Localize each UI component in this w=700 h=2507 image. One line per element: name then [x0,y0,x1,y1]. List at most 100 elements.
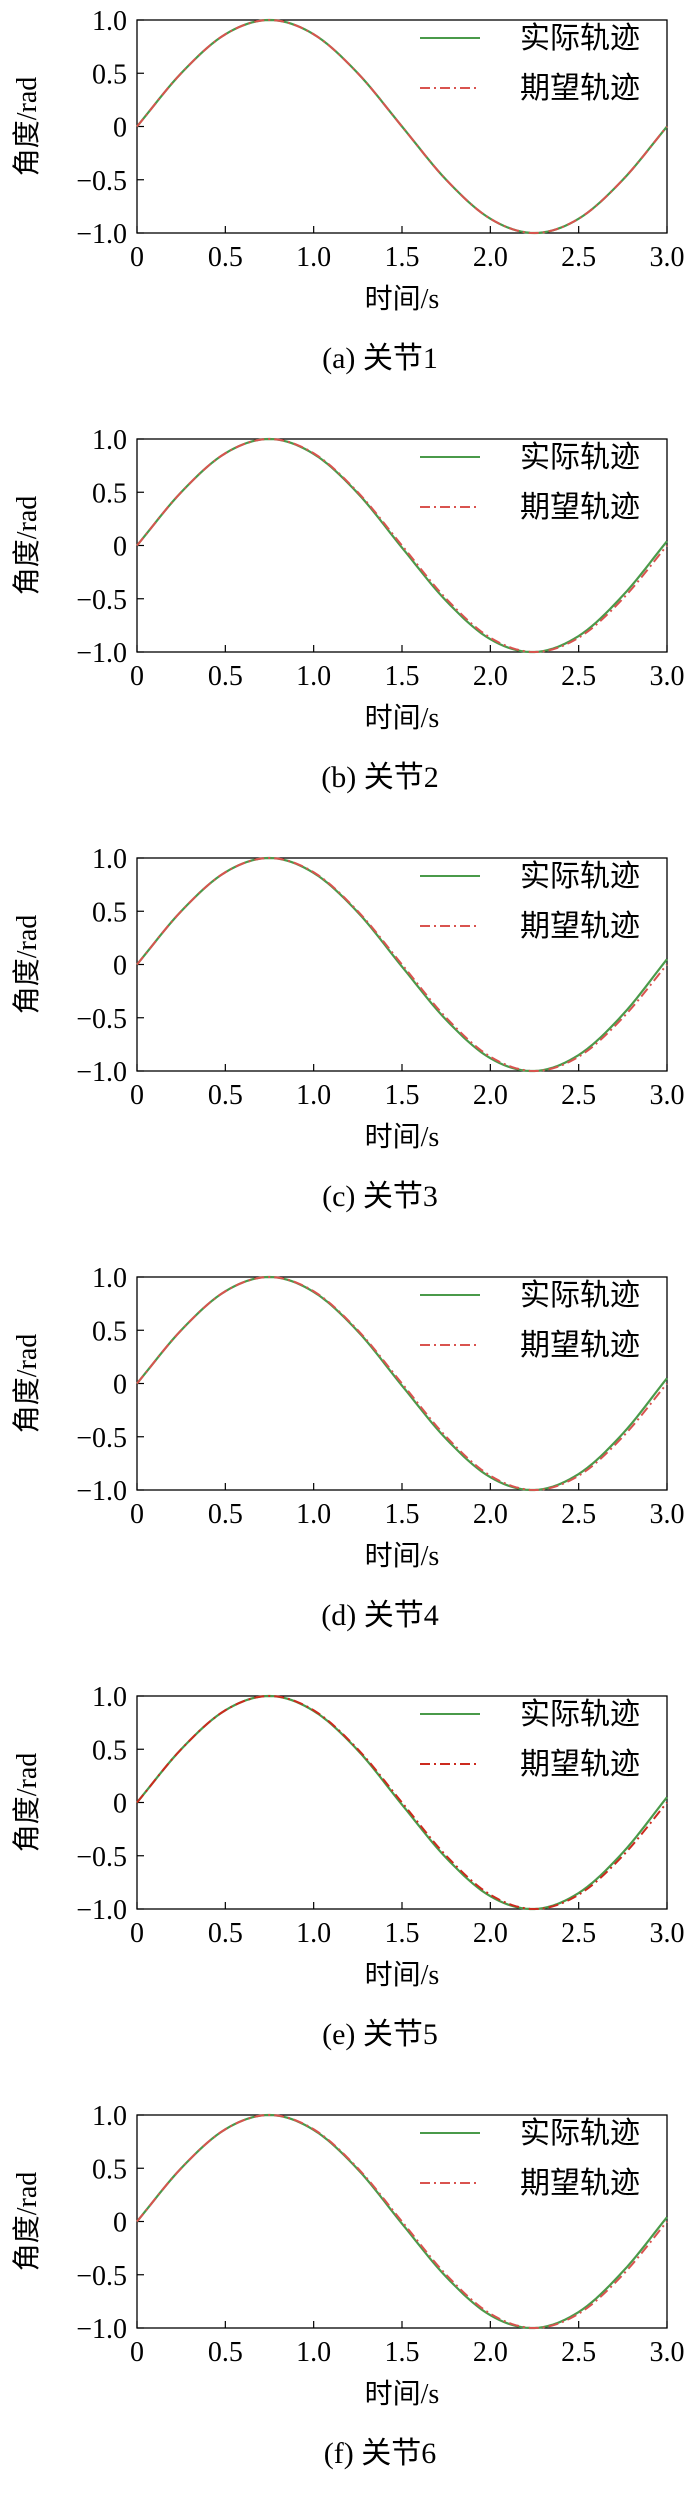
legend-label: 实际轨迹 [520,860,640,893]
x-tick-label: 1.5 [385,1499,420,1530]
y-tick-label: 1.0 [92,1263,127,1294]
y-tick-label: 1.0 [92,844,127,875]
chart-panel-3: 0 0.5 1.0 1.5 2.0 2.5 3.0 1.0 0.5 0 −0.5 −1.0 时间/s 角度… [11,844,685,1213]
x-axis-label: 时间/s [365,1540,440,1572]
legend-label: 实际轨迹 [520,441,640,474]
y-tick-label: −1.0 [76,2314,127,2345]
series-line-desired [136,2113,668,2330]
y-axis-label: 角度/rad [11,1334,43,1434]
x-tick-label: 0 [130,1080,144,1111]
y-tick-label: 0 [113,951,127,982]
y-tick-label: −0.5 [76,1004,127,1035]
x-tick-label: 0 [130,661,144,692]
y-axis-label: 角度/rad [11,915,43,1015]
x-tick-label: 2.5 [561,661,596,692]
legend-label: 期望轨迹 [520,72,640,105]
x-axis-label: 时间/s [365,1959,440,1991]
panel-caption: (d) 关节4 [321,1599,438,1632]
x-tick-label: 1.0 [296,2337,331,2368]
chart-panel-4: 0 0.5 1.0 1.5 2.0 2.5 3.0 1.0 0.5 0 −0.5 −1.0 时间/s 角度… [11,1263,685,1632]
series-line-desired [136,1694,668,1911]
x-tick-label: 0 [130,1499,144,1530]
legend-label: 实际轨迹 [520,22,640,55]
y-tick-label: 0.5 [92,1735,127,1766]
x-tick-label: 0 [130,2337,144,2368]
x-tick-label: 2.5 [561,1499,596,1530]
legend-label: 期望轨迹 [520,491,640,524]
y-tick-label: 0 [113,1370,127,1401]
x-axis-label: 时间/s [365,702,440,734]
series-line-desired [136,1275,668,1492]
x-tick-label: 3.0 [650,242,685,273]
x-tick-label: 0.5 [208,2337,243,2368]
x-axis-label: 时间/s [365,283,440,315]
x-tick-label: 1.5 [385,2337,420,2368]
chart-panel-1: 0 0.5 1.0 1.5 2.0 2.5 3.0 1.0 0.5 0 −0.5 −1.0 时间/s 角度… [11,6,685,375]
x-tick-label: 1.0 [296,242,331,273]
x-tick-label: 3.0 [650,1918,685,1949]
y-tick-label: 0 [113,2208,127,2239]
panel-caption: (f) 关节6 [324,2437,436,2470]
legend-label: 期望轨迹 [520,2167,640,2200]
x-tick-label: 1.5 [385,242,420,273]
x-tick-label: 1.5 [385,1080,420,1111]
panel-caption: (e) 关节5 [322,2018,438,2051]
y-tick-label: −1.0 [76,219,127,250]
x-tick-label: 3.0 [650,2337,685,2368]
y-axis-label: 角度/rad [11,1753,43,1853]
y-tick-label: −0.5 [76,585,127,616]
series-line-desired [136,856,668,1073]
x-tick-label: 3.0 [650,1499,685,1530]
x-tick-label: 2.0 [473,1918,508,1949]
y-tick-label: 0 [113,113,127,144]
y-tick-label: 1.0 [92,1682,127,1713]
x-tick-label: 0.5 [208,661,243,692]
y-tick-label: −1.0 [76,1057,127,1088]
panel-caption: (c) 关节3 [322,1180,438,1213]
panel-caption: (a) 关节1 [322,342,438,375]
y-axis-label: 角度/rad [11,77,43,177]
x-tick-label: 0.5 [208,242,243,273]
legend-label: 实际轨迹 [520,1279,640,1312]
series-line-desired [136,18,668,235]
chart-panel-2: 0 0.5 1.0 1.5 2.0 2.5 3.0 1.0 0.5 0 −0.5 −1.0 时间/s 角度… [11,425,685,794]
y-tick-label: −1.0 [76,1895,127,1926]
x-tick-label: 1.5 [385,1918,420,1949]
x-tick-label: 2.5 [561,2337,596,2368]
x-tick-label: 2.0 [473,242,508,273]
x-tick-label: 2.0 [473,1080,508,1111]
y-tick-label: −1.0 [76,638,127,669]
x-axis-label: 时间/s [365,2378,440,2410]
legend-label: 期望轨迹 [520,1748,640,1781]
y-tick-label: −1.0 [76,1476,127,1507]
y-tick-label: 0.5 [92,478,127,509]
y-axis-label: 角度/rad [11,496,43,596]
x-tick-label: 1.0 [296,1080,331,1111]
x-tick-label: 1.0 [296,1918,331,1949]
x-tick-label: 3.0 [650,661,685,692]
x-tick-label: 0 [130,242,144,273]
x-tick-label: 2.0 [473,1499,508,1530]
y-tick-label: 1.0 [92,2101,127,2132]
x-tick-label: 0 [130,1918,144,1949]
chart-panel-5: 0 0.5 1.0 1.5 2.0 2.5 3.0 1.0 0.5 0 −0.5 −1.0 时间/s 角度… [11,1682,685,2051]
legend-label: 期望轨迹 [520,1329,640,1362]
x-tick-label: 0.5 [208,1918,243,1949]
panel-caption: (b) 关节2 [321,761,438,794]
legend-label: 实际轨迹 [520,1698,640,1731]
y-tick-label: 0.5 [92,897,127,928]
x-tick-label: 2.5 [561,242,596,273]
y-tick-label: −0.5 [76,1423,127,1454]
y-tick-label: 0.5 [92,1316,127,1347]
x-tick-label: 3.0 [650,1080,685,1111]
y-tick-label: 1.0 [92,425,127,456]
x-tick-label: 1.5 [385,661,420,692]
series-line-desired [136,437,668,654]
y-tick-label: 0.5 [92,2154,127,2185]
y-tick-label: −0.5 [76,2261,127,2292]
legend-label: 期望轨迹 [520,910,640,943]
y-tick-label: −0.5 [76,1842,127,1873]
x-axis-label: 时间/s [365,1121,440,1153]
x-tick-label: 1.0 [296,1499,331,1530]
